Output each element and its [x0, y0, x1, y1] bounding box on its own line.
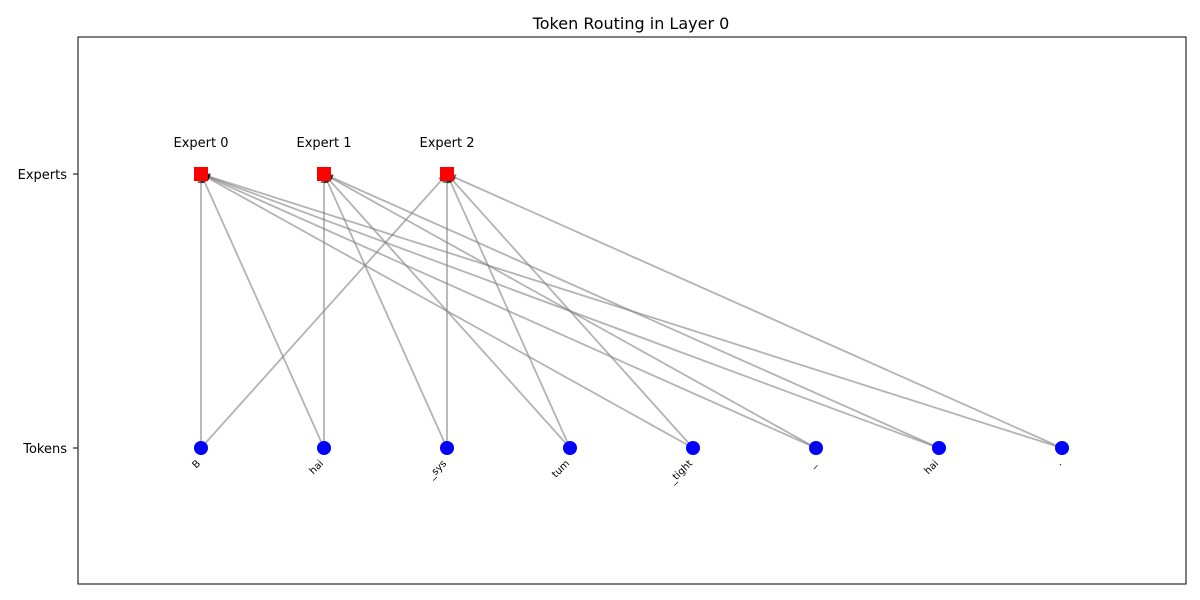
token-label: tum	[550, 458, 572, 480]
token-label: hai	[308, 458, 327, 477]
expert-node	[317, 167, 331, 181]
token-label: _tight	[667, 458, 696, 487]
routing-edge	[200, 173, 940, 449]
token-node	[932, 441, 946, 455]
expert-node	[440, 167, 454, 181]
routing-edge	[200, 173, 325, 449]
chart-title: Token Routing in Layer 0	[532, 14, 730, 33]
expert-label: Expert 0	[173, 136, 228, 151]
expert-node	[194, 167, 208, 181]
token-node	[440, 441, 454, 455]
token-node	[1055, 441, 1069, 455]
token-node	[686, 441, 700, 455]
token-label: _sys	[426, 458, 450, 482]
token-label: _	[806, 458, 819, 471]
token-label: .	[1054, 458, 1064, 468]
expert-label: Expert 2	[419, 136, 474, 151]
y-tick-label-tokens: Tokens	[22, 442, 67, 457]
routing-edge	[323, 173, 448, 449]
routing-edge	[200, 173, 694, 449]
expert-nodes: Expert 0 Expert 1 Expert 2	[173, 136, 475, 181]
routing-edge	[200, 173, 817, 449]
expert-label: Expert 1	[296, 136, 351, 151]
token-label: B	[190, 458, 203, 471]
y-tick-label-experts: Experts	[18, 168, 68, 183]
token-label: hai	[923, 458, 942, 477]
routing-edge	[200, 173, 1063, 449]
token-node	[317, 441, 331, 455]
token-node	[809, 441, 823, 455]
token-node	[563, 441, 577, 455]
token-node	[194, 441, 208, 455]
routing-edge	[446, 173, 1063, 449]
routing-edges	[200, 173, 1063, 449]
axes-frame	[77, 36, 1187, 585]
